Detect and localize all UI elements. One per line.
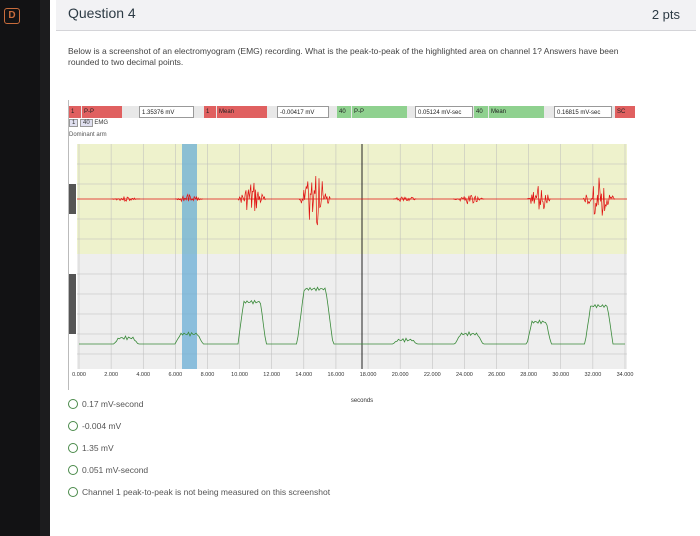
ch4-channel-button: 40 <box>474 106 488 118</box>
integrated-emg-trace <box>79 286 625 345</box>
x-tick-label: 30.000 <box>552 372 569 378</box>
x-axis-unit: seconds <box>351 398 373 404</box>
x-tick-label: 32.000 <box>584 372 601 378</box>
answer-option[interactable]: 1.35 mV <box>68 440 668 462</box>
emg-burst <box>237 182 266 212</box>
x-tick-label: 20.000 <box>392 372 409 378</box>
x-tick-label: 2.000 <box>104 372 118 378</box>
x-tick-label: 6.000 <box>168 372 182 378</box>
x-tick-label: 26.000 <box>488 372 505 378</box>
ch2-value: -0.00417 mV <box>277 106 329 118</box>
ch1-channel-button: 1 <box>69 106 81 118</box>
ch2-channel-button: 1 <box>204 106 216 118</box>
ch1-measure-select: P-P <box>82 106 122 118</box>
question-header: Question 4 2 pts <box>56 0 696 31</box>
question-text: Below is a screenshot of an electromyogr… <box>68 46 619 67</box>
x-tick-label: 24.000 <box>456 372 473 378</box>
x-tick-label: 4.000 <box>136 372 150 378</box>
grid-lines <box>77 144 627 369</box>
ch2-measure-select: Mean <box>217 106 267 118</box>
answer-label: Channel 1 peak-to-peak is not being meas… <box>82 487 331 497</box>
radio-button[interactable] <box>68 465 78 475</box>
answer-option[interactable]: 0.051 mV-second <box>68 462 668 484</box>
question-card: Question 4 2 pts Below is a screenshot o… <box>50 0 700 536</box>
answer-label: 1.35 mV <box>82 443 114 453</box>
emg-burst <box>453 194 485 205</box>
left-sidebar: D <box>0 0 40 536</box>
ch3-measure-select: P-P <box>352 106 407 118</box>
question-points: 2 pts <box>651 7 680 22</box>
ch1-value: 1.35376 mV <box>139 106 194 118</box>
ch3-value: 0.05124 mV-sec <box>415 106 473 118</box>
emg-burst <box>174 193 203 203</box>
channel-num: 1 <box>69 119 79 127</box>
x-axis-ticks: 0.000 2.000 4.000 6.000 8.000 10.000 12.000 14.… <box>72 372 633 378</box>
x-tick-label: 0.000 <box>72 372 86 378</box>
radio-button[interactable] <box>68 421 78 431</box>
emg-screenshot: 1 P-P 1.35376 mV 1 Mean -0.00417 mV 40 P… <box>68 100 635 404</box>
emg-burst <box>298 175 331 226</box>
measurement-toolbar: 1 P-P 1.35376 mV 1 Mean -0.00417 mV 40 P… <box>69 106 635 118</box>
ch40-side-label <box>69 274 76 334</box>
x-tick-label: 8.000 <box>201 372 215 378</box>
answer-option[interactable]: Channel 1 peak-to-peak is not being meas… <box>68 484 668 506</box>
x-tick-label: 12.000 <box>263 372 280 378</box>
ch3-channel-button: 40 <box>337 106 351 118</box>
ch1-side-label <box>69 184 76 214</box>
emg-plot: 0.000 2.000 4.000 6.000 8.000 10.000 12.000 14.… <box>69 144 633 404</box>
emg-burst <box>111 196 141 202</box>
answer-list: 0.17 mV-second -0.004 mV 1.35 mV 0.051 m… <box>68 396 668 506</box>
ch4-measure-select: Mean <box>489 106 544 118</box>
ch40-plot-area <box>77 254 627 369</box>
answer-option[interactable]: -0.004 mV <box>68 418 668 440</box>
channel-label: EMG <box>94 120 109 126</box>
d-icon[interactable]: D <box>4 8 20 24</box>
x-tick-label: 18.000 <box>360 372 377 378</box>
channel-num2: 40 <box>80 119 93 127</box>
radio-button[interactable] <box>68 443 78 453</box>
radio-button[interactable] <box>68 399 78 409</box>
dominant-label: Dominant arm <box>69 132 107 138</box>
x-tick-label: 22.000 <box>424 372 441 378</box>
emg-burst <box>392 196 417 202</box>
answer-label: 0.051 mV-second <box>82 465 149 475</box>
emg-burst <box>582 177 616 216</box>
sc-button: SC <box>615 106 635 118</box>
emg-bursts <box>111 175 616 226</box>
answer-option[interactable]: 0.17 mV-second <box>68 396 668 418</box>
question-title: Question 4 <box>68 5 136 21</box>
x-tick-label: 34.000 <box>617 372 634 378</box>
x-tick-label: 28.000 <box>520 372 537 378</box>
answer-label: 0.17 mV-second <box>82 399 144 409</box>
radio-button[interactable] <box>68 487 78 497</box>
x-tick-label: 16.000 <box>328 372 345 378</box>
channel-row: 1 40 EMG <box>69 119 109 127</box>
x-tick-label: 14.000 <box>295 372 312 378</box>
answer-label: -0.004 mV <box>82 421 122 431</box>
emg-burst <box>526 186 551 210</box>
ch4-value: 0.16815 mV-sec <box>554 106 612 118</box>
x-tick-label: 10.000 <box>231 372 248 378</box>
